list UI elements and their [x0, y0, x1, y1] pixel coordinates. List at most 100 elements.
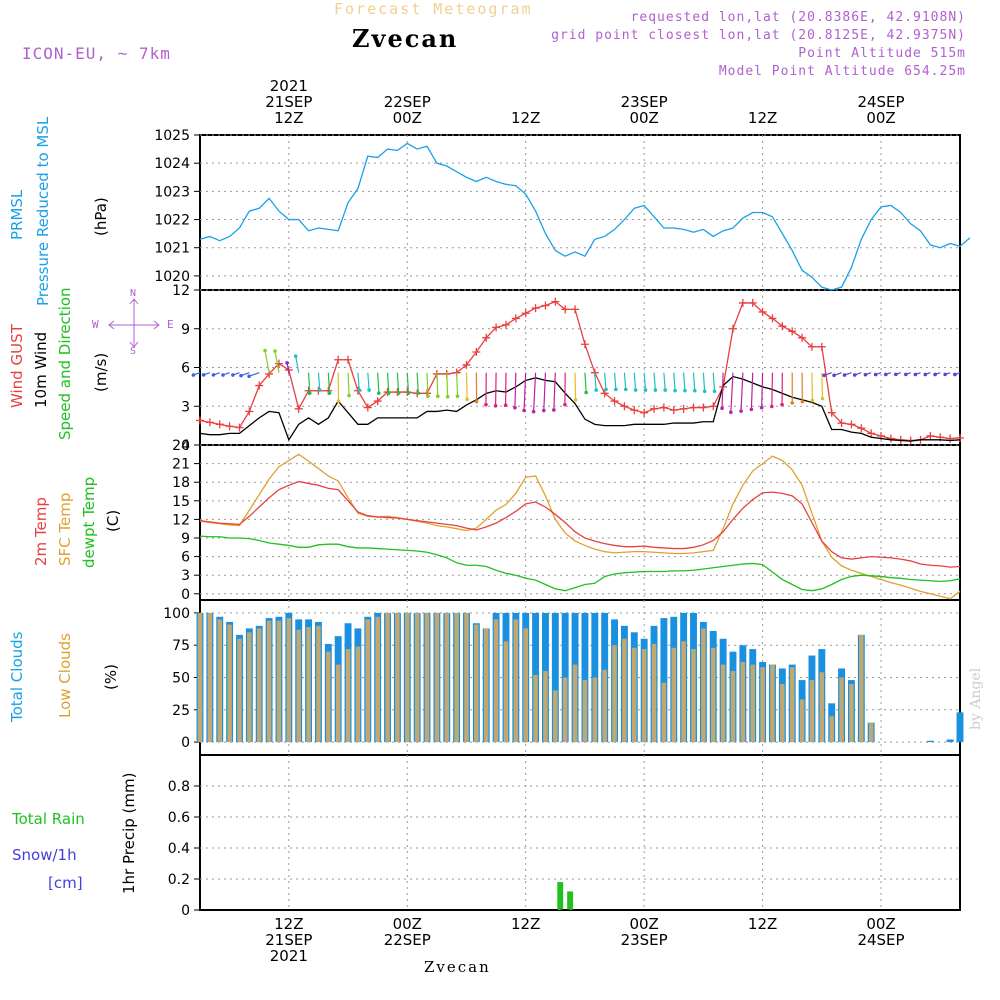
ytick-label: 1022	[154, 213, 190, 229]
low-cloud-bar	[780, 683, 785, 743]
time-label: 12Z 21SEP 2021	[249, 916, 329, 964]
wind-arrow-head	[822, 373, 827, 378]
wind-arrow-head	[386, 391, 391, 395]
gust-point	[235, 423, 244, 432]
wind-arrow	[574, 372, 577, 400]
wind-arrow-head	[377, 391, 381, 395]
total-cloud-bar	[581, 612, 589, 743]
gust-point	[472, 348, 481, 356]
panel-1: 1020 1021 1022 1023 1024 1025	[154, 128, 961, 291]
total-cloud-bar	[946, 739, 954, 743]
time-label-line: 00Z	[629, 109, 659, 127]
wind-arrow-head	[406, 391, 411, 395]
low-cloud-bar	[661, 682, 667, 743]
time-label-line: 22SEP	[383, 931, 431, 949]
low-cloud-bar	[612, 645, 617, 743]
low-cloud-bar	[454, 612, 459, 743]
low-cloud-bar	[395, 612, 400, 743]
wind-arrow-head	[436, 394, 440, 398]
ytick-label: 0	[181, 438, 190, 454]
wind-arrow	[367, 372, 370, 391]
rain-bar	[567, 891, 574, 910]
low-cloud-bar	[691, 649, 696, 743]
low-cloud-bar	[789, 667, 795, 743]
wind-arrow-head	[923, 372, 928, 377]
model-name: ICON-EU, ~ 7km	[22, 44, 171, 63]
low-cloud-bar	[296, 629, 301, 743]
wind-arrow-head	[852, 373, 857, 377]
wind-arrow-head	[780, 402, 784, 407]
low-cloud-bar	[503, 641, 509, 743]
low-cloud-bar	[809, 680, 815, 743]
low-cloud-bar	[385, 612, 390, 743]
wind-arrow-head	[513, 405, 517, 410]
ytick-label: 0.2	[168, 872, 190, 888]
gust-point	[679, 404, 688, 413]
wind-arrow-head	[465, 397, 469, 402]
wind-arrow-head	[894, 372, 898, 377]
wind-arrow-head	[883, 372, 888, 377]
wind-arrow-head	[820, 396, 825, 401]
low-cloud-bar	[375, 616, 380, 743]
wind-arrow-head	[614, 387, 618, 392]
wind-arrow-head	[573, 398, 578, 402]
low-cloud-bar	[730, 671, 736, 743]
time-label-line: 12Z	[747, 915, 778, 933]
wind-arrow	[377, 372, 380, 394]
wind-arrow-head	[336, 399, 341, 403]
wind-arrow	[416, 372, 419, 394]
wind-arrow-head	[317, 388, 322, 392]
low-cloud-bar	[316, 625, 321, 743]
time-label: 12Z	[723, 916, 803, 964]
low-cloud-bar	[335, 664, 341, 743]
wind-arrow-head	[484, 402, 488, 407]
wind-arrow	[436, 372, 439, 397]
time-label-line: 12Z	[274, 915, 304, 933]
low-cloud-bar	[247, 632, 252, 743]
wind-arrow-head	[201, 373, 206, 377]
low-cloud-bar	[553, 690, 558, 743]
gust-point	[946, 434, 955, 443]
wind-arrow-head	[873, 372, 878, 377]
wind-arrow	[347, 372, 350, 396]
low-cloud-bar	[345, 649, 351, 743]
wind-arrow-head	[693, 388, 697, 393]
compass-icon: W E N S	[92, 288, 182, 360]
wind-arrow-head	[863, 372, 868, 377]
compass-w-label: W	[92, 318, 99, 331]
time-label-line: 23SEP	[620, 93, 668, 111]
wind-arrow	[523, 372, 527, 411]
rain-bar	[557, 882, 564, 910]
low-cloud-bar	[266, 620, 272, 743]
gust-point	[511, 314, 520, 323]
gust-point	[215, 420, 224, 429]
low-cloud-bar	[720, 664, 726, 743]
wind-arrow	[357, 372, 360, 391]
time-label: 00Z 24SEP	[841, 916, 921, 964]
gust-point	[817, 342, 826, 351]
wind-arrow-head	[493, 404, 498, 408]
low-cloud-bar	[513, 619, 519, 743]
ytick-label: 3	[181, 568, 190, 584]
wind-arrow-head	[683, 388, 687, 393]
low-cloud-bar	[710, 647, 716, 743]
gust-point	[363, 403, 372, 412]
low-cloud-bar	[641, 649, 647, 743]
low-cloud-bar	[197, 612, 203, 743]
wind-arrow	[821, 372, 824, 399]
wind-arrow-head	[720, 406, 724, 411]
gust-point	[650, 404, 659, 413]
wind-arrow-head	[455, 394, 460, 398]
wind-arrow	[730, 372, 734, 413]
gust-point	[610, 397, 619, 406]
time-label-line: 2021	[269, 947, 308, 965]
low-cloud-bar	[572, 664, 578, 743]
gust-point	[196, 416, 204, 425]
ytick-label: 9	[181, 322, 190, 338]
time-label-line: 24SEP	[857, 93, 905, 111]
gust-point	[334, 355, 343, 364]
ytick-label: 0.8	[168, 779, 190, 795]
panel-frame	[199, 444, 961, 601]
wind-arrow	[514, 372, 517, 408]
